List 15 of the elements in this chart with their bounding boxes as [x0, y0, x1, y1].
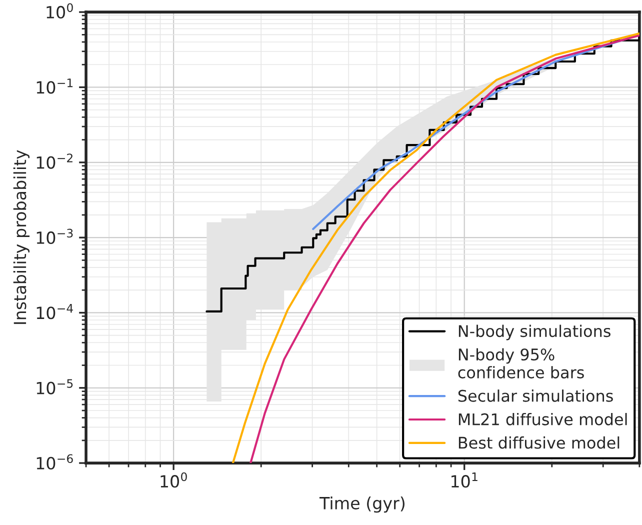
legend-label: Best diffusive model	[458, 436, 620, 449]
legend-label: Secular simulations	[458, 390, 613, 402]
y-tick-label: 10$^{−2}$	[36, 154, 72, 169]
y-tick-label: 10$^{−5}$	[36, 379, 73, 394]
y-axis-title: Instability probability	[13, 150, 30, 324]
y-tick-label: 10$^{−4}$	[36, 304, 73, 320]
y-tick-label: 10$^{−1}$	[36, 78, 73, 94]
legend-label: N-body simulations	[458, 324, 610, 340]
legend-label: ML21 diffusive model	[458, 412, 627, 426]
y-tick-label: 10$^{0}$	[46, 3, 73, 19]
y-tick-label: 10$^{−6}$	[36, 454, 73, 470]
x-tick-label: 10$^{1}$	[452, 472, 478, 488]
y-tick-label: 10$^{−3}$	[36, 228, 73, 244]
x-axis-title: Time (gyr)	[319, 496, 404, 513]
legend-label: N-body 95% confidence bars	[458, 348, 584, 378]
